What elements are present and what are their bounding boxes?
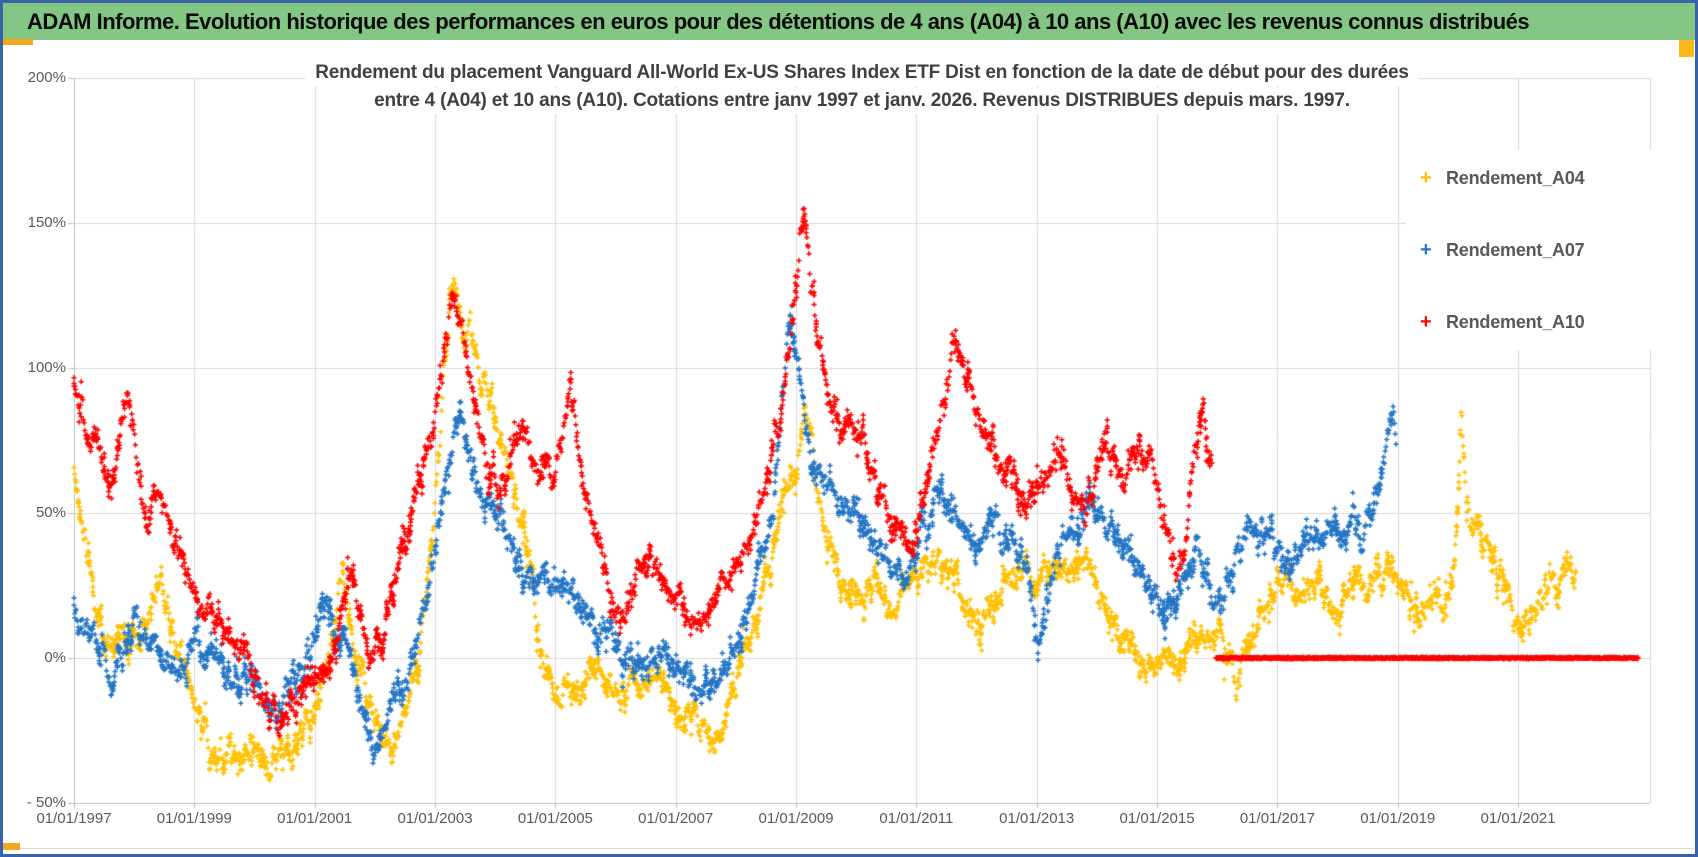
- x-axis-label: 01/01/2021: [1480, 810, 1556, 827]
- x-axis-label: 01/01/2003: [397, 810, 473, 827]
- legend-item-a10[interactable]: + Rendement_A10: [1406, 302, 1658, 342]
- orange-accent-right: [1679, 40, 1694, 57]
- bottom-divider: [20, 848, 1694, 849]
- x-axis-label: 01/01/2013: [999, 810, 1075, 827]
- y-axis-label: 200%: [27, 69, 66, 86]
- x-axis-label: 01/01/1997: [36, 810, 112, 827]
- x-axis-label: 01/01/2005: [517, 810, 593, 827]
- y-axis-label: 50%: [35, 504, 66, 521]
- y-axis-label: 0%: [44, 649, 66, 666]
- legend-item-a04[interactable]: + Rendement_A04: [1406, 158, 1658, 198]
- legend: + Rendement_A04 + Rendement_A07 + Rendement_A…: [1406, 150, 1658, 350]
- x-axis-label: 01/01/2001: [277, 810, 353, 827]
- plus-marker-icon: +: [1420, 311, 1432, 333]
- x-axis-label: 01/01/2011: [879, 810, 954, 827]
- legend-label: Rendement_A04: [1446, 167, 1585, 188]
- plus-marker-icon: +: [1420, 239, 1432, 261]
- orange-accent-bottom-left: [3, 843, 20, 850]
- x-axis-label: 01/01/2015: [1119, 810, 1195, 827]
- x-axis-label: 01/01/2009: [758, 810, 834, 827]
- x-axis-label: 01/01/2017: [1239, 810, 1315, 827]
- x-axis-label: 01/01/1999: [156, 810, 232, 827]
- x-axis-label: 01/01/2019: [1360, 810, 1436, 827]
- y-axis-label: 100%: [27, 359, 66, 376]
- header-banner-title: ADAM Informe. Evolution historique des p…: [27, 9, 1530, 34]
- legend-item-a07[interactable]: + Rendement_A07: [1406, 230, 1658, 270]
- header-banner-cell[interactable]: ADAM Informe. Evolution historique des p…: [3, 3, 1695, 40]
- orange-accent-top-left: [3, 39, 33, 45]
- chart-title: Rendement du placement Vanguard All-Worl…: [74, 58, 1650, 114]
- legend-label: Rendement_A07: [1446, 239, 1585, 260]
- chart-title-line1: Rendement du placement Vanguard All-Worl…: [305, 60, 1419, 86]
- legend-label: Rendement_A10: [1446, 311, 1585, 332]
- chart-title-line2: entre 4 (A04) et 10 ans (A10). Cotations…: [364, 88, 1360, 114]
- y-axis-label: 150%: [27, 214, 66, 231]
- x-axis-label: 01/01/2007: [638, 810, 714, 827]
- plus-marker-icon: +: [1420, 167, 1432, 189]
- y-axis-label: - 50%: [26, 794, 66, 811]
